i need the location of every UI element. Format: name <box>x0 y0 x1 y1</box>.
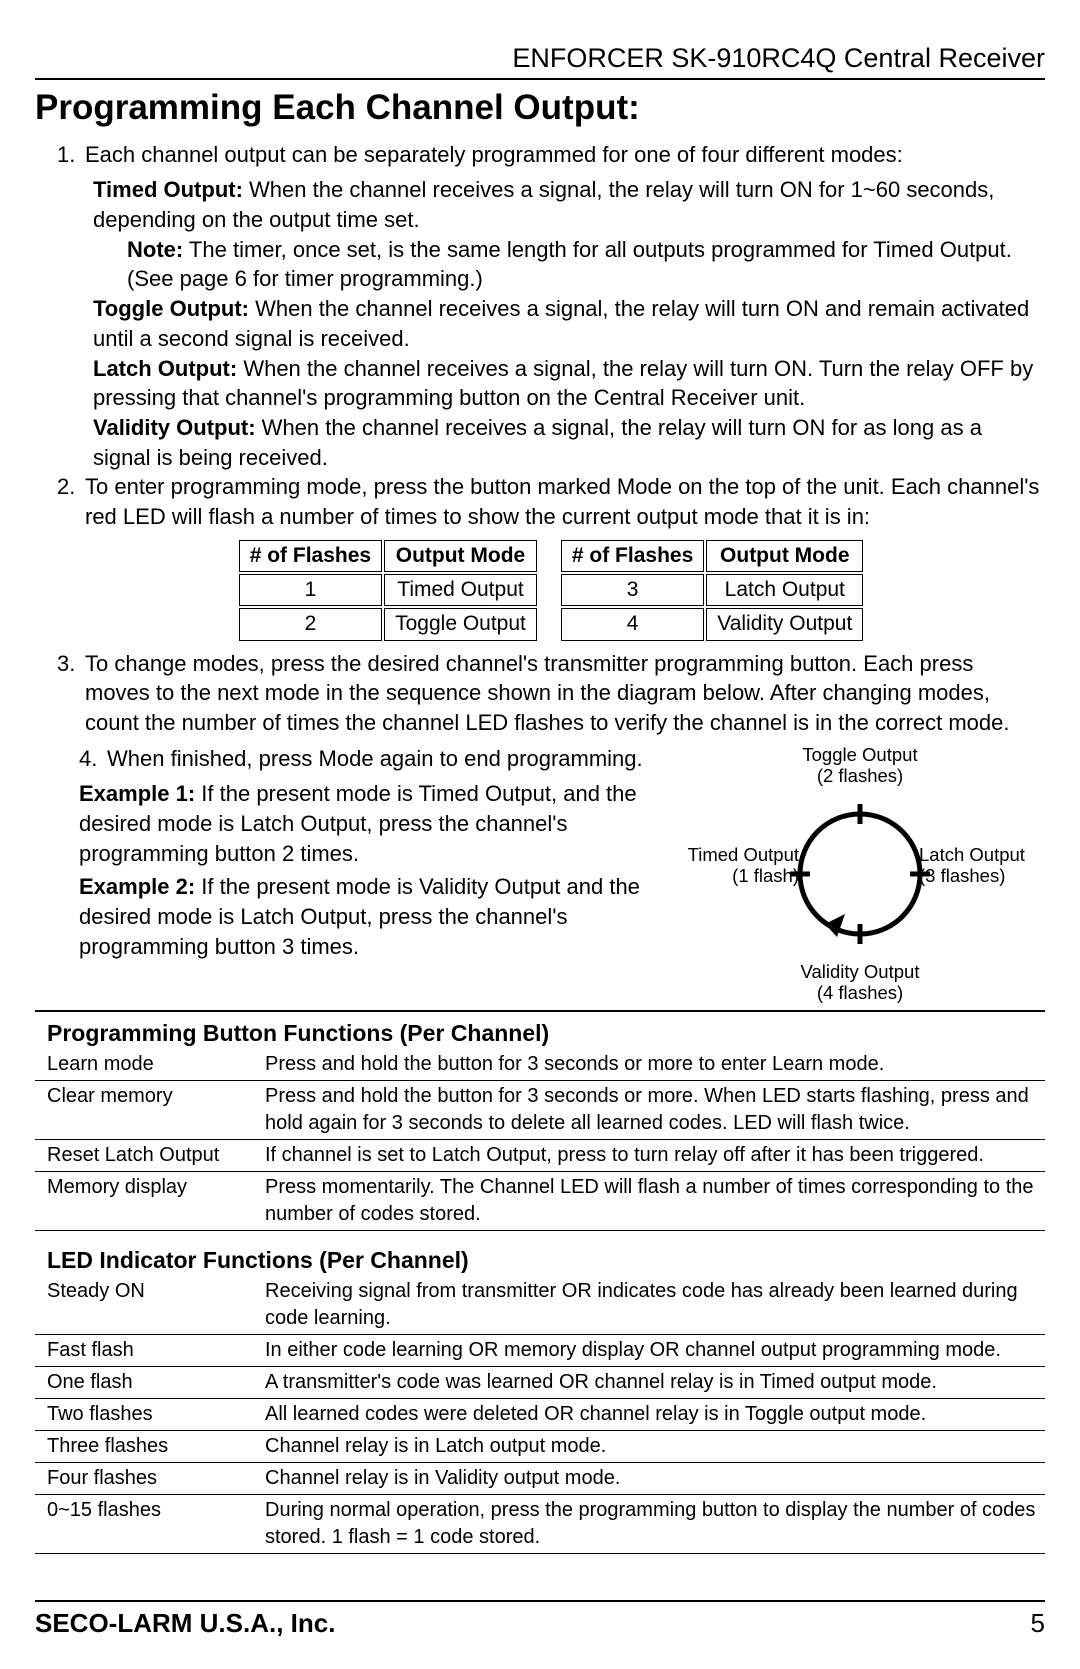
pbf-title: Programming Button Functions (Per Channe… <box>35 1018 1045 1049</box>
pbf-table: Learn modePress and hold the button for … <box>35 1049 1045 1231</box>
page-footer: SECO-LARM U.S.A., Inc. 5 <box>35 1600 1045 1641</box>
note-desc: Note: The timer, once set, is the same l… <box>57 235 1045 294</box>
mode-cycle-diagram: Toggle Output(2 flashes) Latch Output(3 … <box>675 744 1045 1004</box>
main-title: Programming Each Channel Output: <box>35 84 1045 131</box>
timed-output-desc: Timed Output: When the channel receives … <box>57 175 1045 234</box>
divider <box>35 1010 1045 1012</box>
latch-output-desc: Latch Output: When the channel receives … <box>57 354 1045 413</box>
item-3: 3.To change modes, press the desired cha… <box>57 649 1045 738</box>
item-1: 1.Each channel output can be separately … <box>57 140 1045 170</box>
validity-output-desc: Validity Output: When the channel receiv… <box>57 413 1045 472</box>
footer-company: SECO-LARM U.S.A., Inc. <box>35 1606 335 1641</box>
page-header: ENFORCER SK-910RC4Q Central Receiver <box>35 40 1045 80</box>
example-2: Example 2: If the present mode is Validi… <box>79 872 665 961</box>
toggle-output-desc: Toggle Output: When the channel receives… <box>57 294 1045 353</box>
footer-page-number: 5 <box>1031 1606 1045 1641</box>
led-table: Steady ONReceiving signal from transmitt… <box>35 1276 1045 1554</box>
example-1: Example 1: If the present mode is Timed … <box>79 779 665 868</box>
item-4: 4.When finished, press Mode again to end… <box>79 744 665 774</box>
item-2: 2.To enter programming mode, press the b… <box>57 472 1045 531</box>
led-title: LED Indicator Functions (Per Channel) <box>35 1245 1045 1276</box>
modes-table: # of FlashesOutput Mode # of FlashesOutp… <box>237 538 866 643</box>
